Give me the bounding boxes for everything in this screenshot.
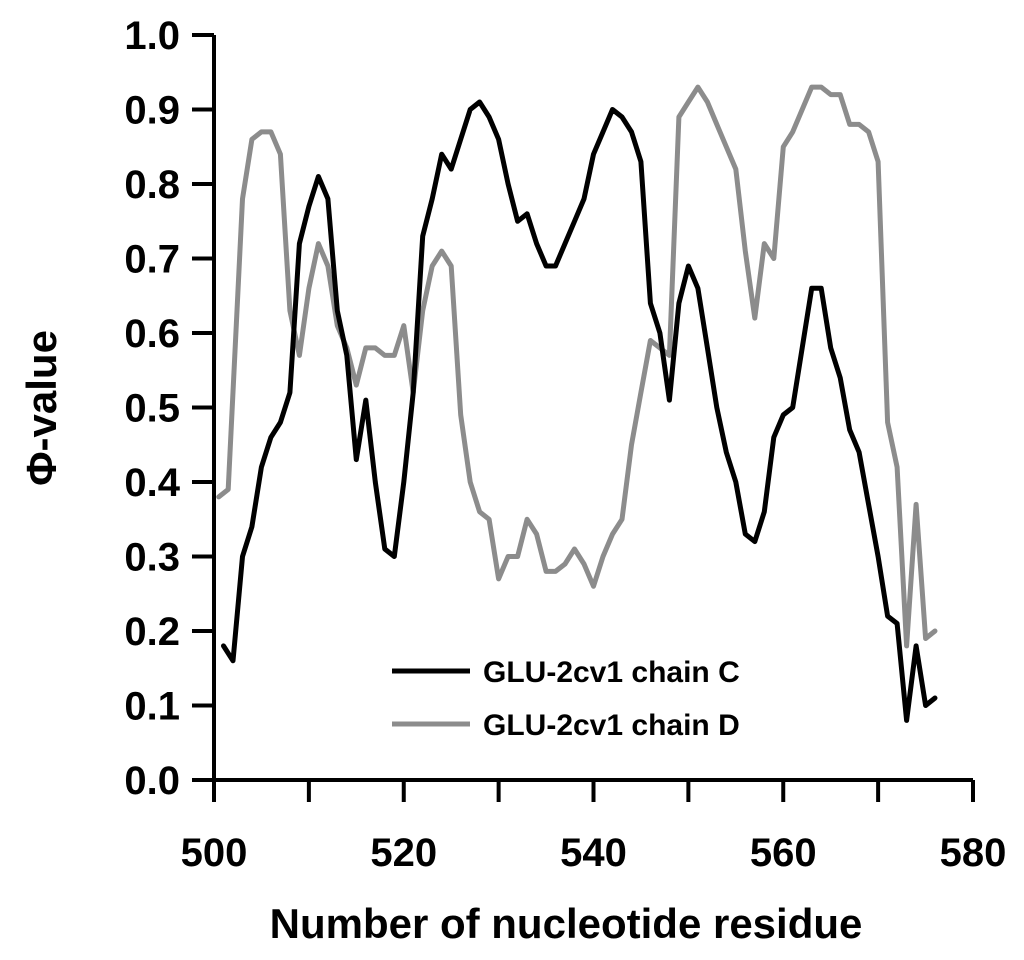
y-tick-label: 0.6 [124, 312, 180, 356]
y-tick-label: 0.9 [124, 89, 180, 133]
legend-label-chain-d: GLU-2cv1 chain D [483, 709, 740, 742]
y-tick-label: 0.1 [124, 685, 180, 729]
y-tick-label: 0.4 [124, 461, 180, 505]
series-layer [216, 84, 938, 723]
y-ticks: 0.0 0.1 0.2 0.3 0.4 0.5 0.6 0.7 0.8 0.9 1.0 [124, 14, 214, 803]
legend: GLU-2cv1 chain C GLU-2cv1 chain D [392, 656, 740, 742]
y-axis-title: Φ-value [18, 330, 65, 486]
x-ticks: 500 520 540 560 580 [181, 780, 1007, 875]
y-tick-label: 1.0 [124, 14, 180, 58]
y-tick-label: 0.3 [124, 536, 180, 580]
x-tick-label: 520 [370, 831, 437, 875]
y-tick-label: 0.7 [124, 238, 180, 282]
y-tick-label: 0.2 [124, 610, 180, 654]
x-tick-label: 560 [750, 831, 817, 875]
y-tick-label: 0.8 [124, 163, 180, 207]
legend-label-chain-c: GLU-2cv1 chain C [483, 656, 740, 689]
y-tick-label: 0.5 [124, 387, 180, 431]
x-tick-label: 540 [560, 831, 627, 875]
x-axis-title: Number of nucleotide residue [270, 900, 863, 947]
y-tick-label: 0.0 [124, 759, 180, 803]
series-line-chain-d [216, 84, 938, 649]
x-tick-label: 500 [181, 831, 248, 875]
series-line-chain-c [221, 99, 938, 723]
x-tick-label: 580 [940, 831, 1007, 875]
